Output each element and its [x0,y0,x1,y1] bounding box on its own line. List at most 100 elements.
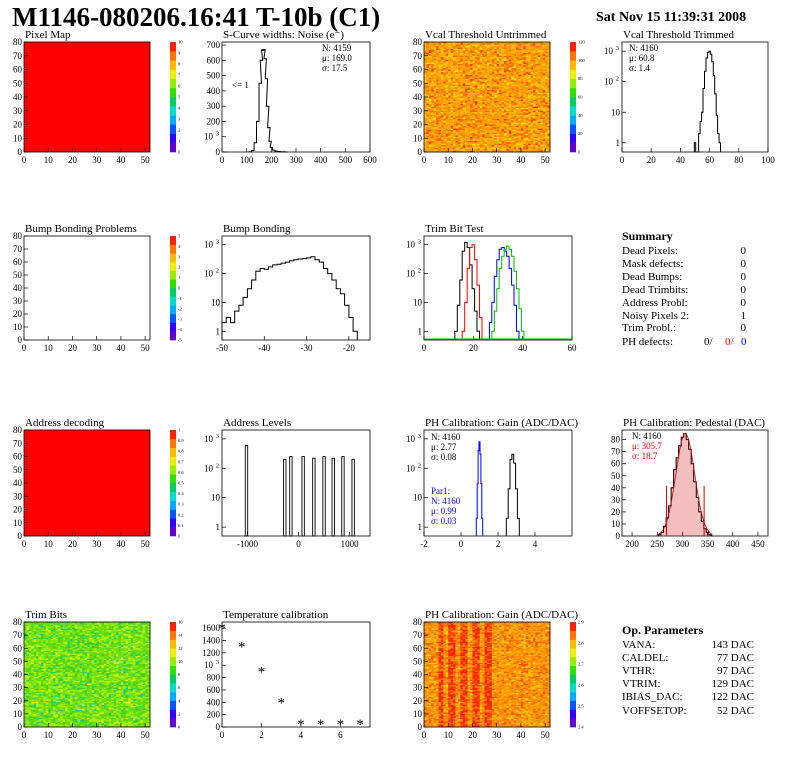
stats-line-blue: σ: 0.03 [431,516,457,526]
y-tick-label: 40 [413,670,423,680]
histogram-spike [244,444,249,537]
x-tick-label: 20 [468,155,478,165]
y-tick-label: 60 [13,643,23,653]
stats-line-blue: Par1: [431,486,450,496]
y-tick-label: 10 [204,132,214,142]
palette-tick-label: 3 [178,254,181,259]
palette-bar: 2.4 2.5 2.6 2.7 2.8 2.9 [570,620,584,730]
x-tick-label: 50 [541,730,551,740]
plot-frame [23,235,151,341]
palette-tick-label: 2 [178,265,180,270]
op-parameter-row: VTRIM: 129 DAC [622,678,754,692]
x-tick-label: 60 [705,155,715,165]
x-tick-label: 50 [141,539,151,549]
y-tick-label: 700 [207,40,221,50]
y-tick-label: 70 [413,630,423,640]
summary-label: Trim Probl.: [622,322,677,335]
op-parameters-heading: Op. Parameters [622,623,704,637]
palette-tick-label: 0.6 [178,470,184,475]
palette-bar: 0 1 2 3 4 5 6 7 8 9 10 [170,40,183,155]
stats-line: N: 4160 [629,43,659,53]
summary-row: Address Probl: 0 [622,297,746,311]
y-tick-label: 500 [207,71,221,81]
palette-tick-label: 2.9 [578,620,584,625]
x-tick-label: 0 [620,155,625,165]
y-tick-label: 20 [413,696,423,706]
y-tick-label: 40 [611,483,621,493]
x-tick-label: 80 [734,155,744,165]
palette-tick-label: 0 [178,286,181,291]
y-tick-label: 30 [413,683,423,693]
chart-title: Trim Bit Test [425,223,484,235]
stats-line: N: 4160 [632,431,662,441]
summary-value: 0 [740,296,747,309]
chart-title: Address Levels [223,417,291,429]
y-tick-label: 10 [211,493,221,503]
chart-title: PH Calibration: Pedestal (DAC) [623,417,765,429]
op-parameter-row: VANA: 143 DAC [622,639,754,653]
y-tick-label: 70 [13,51,23,61]
palette-tick-label: 2.7 [578,662,584,667]
palette-tick-label: 2 [178,128,180,133]
x-tick-label: 20 [469,343,479,353]
y-tick-label: 50 [413,78,423,88]
y-tick-label: 80 [13,617,23,627]
y-tick-label: 50 [13,465,23,475]
y-tick-label: 80 [413,37,423,47]
y-tick-label: 80 [13,231,23,241]
y-tick-label: 40 [13,92,23,102]
annotation: <= 1 [232,80,249,90]
y-tick-label: 70 [13,244,23,254]
x-tick-label: 450 [751,539,765,549]
x-tick-label: 20 [68,730,78,740]
y-tick-exponent: 2 [418,462,421,469]
x-tick-label: 10 [44,730,54,740]
x-tick-label: 30 [92,539,102,549]
y-tick-label: 60 [413,643,423,653]
chart-title: Trim Bits [25,609,67,621]
palette-bar: 0 2 4 6 8 10 12 14 16 [170,620,183,730]
palette-tick-label: 0 [178,150,181,155]
x-tick-label: 30 [492,155,502,165]
x-tick-label: 500 [339,155,353,165]
y-tick-label: 10 [406,269,416,279]
scatter-point: * [337,717,345,733]
x-tick-label: 50 [141,343,151,353]
palette-tick-label: 0.5 [178,481,184,486]
chart-title: Vcal Threshold Untrimmed [425,29,547,41]
summary-row-ph-defects: PH defects: 0/ 0/ 0 [622,336,750,350]
x-tick-label: 0 [459,539,464,549]
scatter-point: * [238,640,246,656]
pedestal-fit [657,433,713,536]
op-parameter-value: 77 DAC [717,652,754,665]
chart-panel-trim-bits: Trim Bits 0 2 4 6 8 10 12 14 16 0 10 20 30 40 50 0 10 20 30… [13,609,183,740]
summary-value: 1 [740,309,747,322]
y-tick-label: 1 [216,326,221,336]
histogram-line [693,50,721,153]
palette-tick-label: 0.3 [178,502,184,507]
y-tick-label: 10 [204,463,214,473]
y-tick-label: 10 [413,297,423,307]
y-tick-label: 30 [611,495,621,505]
summary-label: Address Probl: [622,296,688,309]
y-tick-label: 60 [611,459,621,469]
y-tick-label: 1400 [202,636,221,646]
scatter-point: * [277,695,285,711]
y-tick-exponent: 2 [216,462,219,469]
palette-tick-label: 12 [178,646,183,651]
palette-tick-label: -1 [178,296,182,301]
palette-tick-label: 0.7 [178,459,184,464]
x-tick-label: 300 [676,539,690,549]
x-tick-label: 0 [296,539,301,549]
chart-panel-vcal-untrimmed: Vcal Threshold Untrimmed0204060801001200… [413,29,586,165]
y-tick-label: 20 [13,120,23,130]
palette-tick-label: 80 [578,76,583,81]
y-tick-label: 0 [216,722,221,732]
summary-label: Noisy Pixels 2: [622,309,690,322]
palette-tick-label: 6 [178,84,181,89]
summary-row: Mask defects: 0 [622,258,746,272]
chart-panel-pixel-map: Pixel Map 0 1 2 3 4 5 6 7 8 9 10 0 10 20 30 40 50 0 10 20 30 4… [13,29,183,165]
scatter-point: * [218,621,226,637]
stats-line: μ: 2.77 [431,442,457,452]
